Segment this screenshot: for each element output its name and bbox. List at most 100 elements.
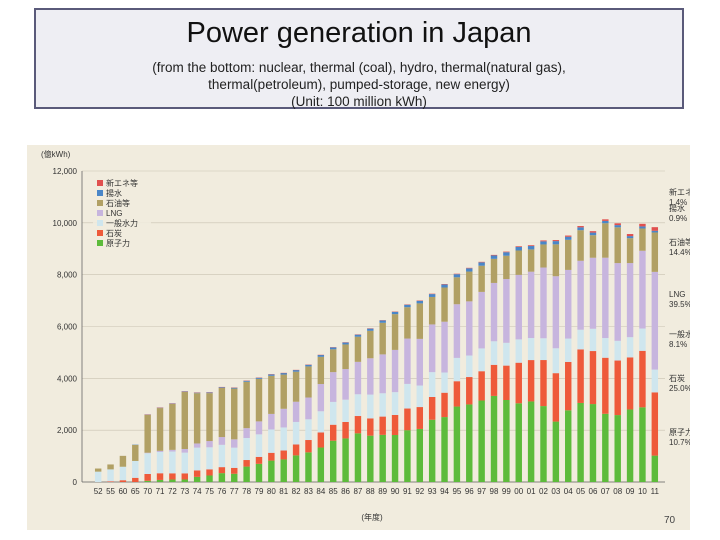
- x-tick-label: 75: [205, 487, 214, 496]
- bar-segment: [639, 250, 646, 329]
- bar-segment: [342, 342, 349, 345]
- share-label-value: 8.1%: [669, 340, 687, 349]
- bar-segment: [181, 479, 188, 482]
- bar-segment: [503, 365, 510, 400]
- bar-segment: [552, 348, 560, 374]
- bar-segment: [589, 231, 597, 233]
- bar-segment: [206, 475, 213, 482]
- bar-segment: [181, 473, 188, 480]
- bar-segment: [218, 467, 226, 474]
- bar-segment: [478, 262, 485, 266]
- bar-segment: [626, 236, 634, 239]
- bar-segment: [144, 452, 151, 454]
- bar-segment: [453, 277, 461, 305]
- x-tick-label: 71: [156, 487, 165, 496]
- x-tick-label: 94: [440, 487, 449, 496]
- bar-segment: [602, 413, 609, 482]
- bar-segment: [540, 338, 547, 361]
- bar-segment: [317, 384, 325, 412]
- x-tick-label: 09: [626, 487, 635, 496]
- bar-segment: [181, 391, 188, 450]
- bar-segment: [466, 268, 473, 272]
- bar-segment: [193, 393, 201, 444]
- x-tick-label: 72: [168, 487, 177, 496]
- bar-segment: [478, 261, 485, 263]
- bar-segment: [527, 245, 535, 247]
- bar-segment: [268, 429, 275, 453]
- bar-segment: [626, 263, 634, 338]
- bar-segment: [255, 377, 263, 379]
- bar-segment: [577, 349, 584, 403]
- y-tick-label: 12,000: [53, 167, 78, 176]
- bar-segment: [292, 370, 300, 372]
- legend-label: 原子力: [106, 238, 130, 248]
- bar-segment: [305, 366, 312, 398]
- bar-segment: [218, 473, 226, 482]
- bar-segment: [466, 301, 473, 356]
- bar-segment: [206, 441, 213, 448]
- bar-segment: [614, 225, 621, 228]
- bar-segment: [515, 362, 522, 404]
- bar-segment: [354, 336, 362, 362]
- bar-segment: [379, 393, 386, 417]
- x-tick-label: 07: [601, 487, 610, 496]
- bar-segment: [280, 374, 287, 409]
- legend-swatch: [97, 200, 103, 206]
- bar-segment: [317, 355, 325, 357]
- bar-segment: [280, 459, 287, 482]
- bar-segment: [515, 274, 522, 340]
- bar-segment: [107, 481, 114, 482]
- bar-segment: [94, 471, 102, 482]
- bar-segment: [132, 444, 139, 461]
- bar-segment: [602, 219, 609, 221]
- bar-segment: [503, 399, 510, 482]
- bar-segment: [626, 238, 634, 264]
- bar-segment: [243, 466, 250, 482]
- bar-segment: [342, 399, 349, 422]
- bar-segment: [453, 357, 461, 382]
- bar-segment: [169, 479, 176, 482]
- bar-segment: [466, 355, 473, 378]
- bar-segment: [565, 235, 572, 237]
- bar-segment: [614, 223, 621, 226]
- bar-segment: [540, 241, 547, 245]
- share-label-name: 原子力: [669, 427, 690, 437]
- bar-segment: [651, 227, 659, 231]
- bar-segment: [565, 239, 572, 270]
- bar-segment: [466, 404, 473, 482]
- bar-segment: [305, 397, 312, 420]
- bar-segment: [243, 460, 250, 467]
- x-tick-label: 79: [255, 487, 264, 496]
- bar-segment: [527, 249, 535, 272]
- bar-segment: [292, 401, 300, 422]
- legend-label: 新エネ等: [106, 178, 138, 188]
- bar-segment: [169, 473, 176, 480]
- bar-segment: [243, 428, 250, 438]
- bar-segment: [255, 434, 263, 457]
- bar-segment: [404, 383, 411, 409]
- share-label-name: 石油等: [669, 237, 690, 247]
- bar-segment: [552, 241, 560, 245]
- x-tick-label: 05: [576, 487, 585, 496]
- x-tick-label: 01: [527, 487, 536, 496]
- bar-segment: [193, 470, 201, 477]
- bar-segment: [367, 394, 374, 419]
- bar-segment: [391, 349, 399, 393]
- x-tick-label: 88: [366, 487, 375, 496]
- bar-segment: [651, 232, 659, 272]
- bar-segment: [354, 334, 362, 337]
- x-tick-label: 84: [316, 487, 325, 496]
- x-tick-label: 06: [589, 487, 598, 496]
- bar-segment: [651, 392, 659, 456]
- x-tick-label: 90: [391, 487, 400, 496]
- x-tick-label: 81: [279, 487, 288, 496]
- bar-segment: [218, 387, 226, 438]
- bar-segment: [503, 252, 510, 256]
- x-tick-label: 89: [378, 487, 387, 496]
- bar-segment: [342, 421, 349, 439]
- bar-segment: [342, 369, 349, 400]
- x-tick-label: 04: [564, 487, 573, 496]
- bar-segment: [428, 294, 436, 297]
- bar-segment: [639, 226, 646, 229]
- bar-segment: [255, 421, 263, 435]
